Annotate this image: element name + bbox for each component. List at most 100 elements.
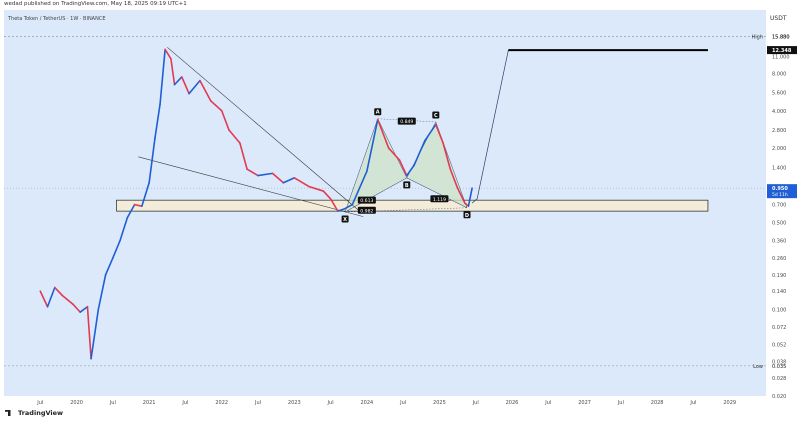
price-segment [148, 137, 156, 184]
y-tick-label: 0.072 [772, 325, 786, 331]
price-segment [239, 142, 248, 171]
x-tick-label: 2024 [360, 400, 373, 406]
x-tick-label: 2029 [723, 400, 736, 406]
ratio-label: 1.119 [433, 197, 446, 203]
y-tick-label: 0.052 [772, 343, 786, 349]
price-segment [210, 100, 223, 112]
price-segment [181, 76, 190, 95]
price-segment [271, 172, 285, 184]
x-tick-label: Jul [472, 400, 479, 406]
price-segment [322, 190, 332, 200]
price-segment [79, 305, 89, 313]
price-segment [90, 308, 100, 360]
price-segment [170, 58, 176, 86]
y-tick-label: 4.000 [772, 109, 786, 115]
price-segment [434, 123, 444, 144]
ratio-label: 0.849 [400, 119, 413, 125]
support-zone [116, 199, 709, 212]
price-segment [329, 197, 339, 212]
y-tick-label: 11.000 [772, 54, 790, 60]
price-segment [467, 187, 473, 207]
x-tick-label: 2027 [578, 400, 591, 406]
x-tick-label: 2028 [651, 400, 664, 406]
price-segment [366, 118, 379, 173]
ratio-label: 0.613 [360, 198, 373, 204]
y-tick-label: 0.100 [772, 307, 786, 313]
price-segment [72, 303, 81, 313]
x-tick-label: Jul [254, 400, 261, 406]
price-segment [141, 181, 150, 207]
x-tick-label: Jul [181, 400, 188, 406]
projection-path [471, 50, 509, 204]
ratio-line-xd [345, 207, 468, 213]
currency-label: USDT [770, 15, 787, 22]
pattern-point-x-badge [341, 215, 349, 223]
x-tick-label: Jul [327, 400, 334, 406]
price-segment [220, 109, 230, 131]
y-tick-label: 0.190 [772, 273, 786, 279]
time-axis [4, 396, 766, 408]
y-tick-label: 2.800 [772, 128, 786, 134]
y-tick-label: 5.600 [772, 91, 786, 97]
x-tick-label: Jul [544, 400, 551, 406]
trendline-2 [138, 156, 364, 217]
y-tick-label: 0.500 [772, 221, 786, 227]
ratio-label: 0.982 [360, 208, 373, 214]
pattern-point-d: D [465, 213, 469, 219]
ratio-badge [357, 206, 376, 214]
x-tick-label: Jul [109, 400, 116, 406]
bar-countdown-label: 5d 11h [772, 192, 788, 198]
price-segment [164, 48, 172, 60]
ratio-badge [430, 195, 449, 203]
target-price-badge [767, 46, 797, 55]
price-segment [344, 203, 354, 210]
price-segment [228, 129, 241, 144]
price-segment [398, 159, 408, 177]
pattern-point-c-badge [432, 111, 440, 119]
ratio-line-ac [377, 118, 436, 123]
low-label: Low [753, 364, 763, 370]
price-segment [442, 142, 452, 171]
ratio-line-bd [406, 177, 468, 208]
price-segment [112, 239, 121, 259]
price-segment [159, 48, 166, 106]
ratio-badge [397, 117, 416, 125]
price-segment [293, 177, 310, 188]
x-tick-label: 2023 [288, 400, 301, 406]
price-segment [119, 216, 129, 242]
price-segment [61, 294, 74, 306]
y-tick-label: 0.360 [772, 238, 786, 244]
current-price-label: 0.950 [772, 186, 788, 192]
pattern-triangle-xab [344, 118, 408, 213]
tradingview-logo[interactable]: TradingView [5, 409, 63, 417]
price-segment [282, 177, 296, 184]
high-value-label: 15.880 [772, 35, 790, 41]
pattern-point-a: A [376, 110, 380, 116]
y-tick-label: 0.038 [772, 359, 786, 365]
pattern-point-c: C [434, 113, 438, 119]
trendline-1 [167, 47, 360, 212]
price-segment [53, 286, 63, 297]
price-segment [133, 203, 143, 207]
y-tick-label: 8.000 [772, 71, 786, 77]
x-tick-label: Jul [689, 400, 696, 406]
price-segment [257, 172, 274, 177]
pattern-point-b: B [405, 183, 409, 189]
price-segment [39, 290, 49, 308]
tradingview-logo-text: TradingView [18, 409, 64, 417]
pattern-point-b-badge [403, 181, 411, 189]
price-segment [376, 118, 390, 149]
low-value-label: 0.035 [772, 364, 786, 370]
price-segment [307, 185, 325, 192]
price-axis [766, 10, 798, 408]
high-label: High [752, 35, 764, 41]
y-tick-label: 2.000 [772, 146, 786, 152]
price-segment [337, 207, 346, 212]
x-tick-label: Jul [617, 400, 624, 406]
price-segment [413, 139, 426, 167]
y-tick-label: 0.028 [772, 376, 786, 382]
publisher-line: wedad published on TradingView.com, May … [4, 1, 187, 7]
current-price-badge [767, 184, 797, 199]
x-tick-label: 2022 [215, 400, 228, 406]
